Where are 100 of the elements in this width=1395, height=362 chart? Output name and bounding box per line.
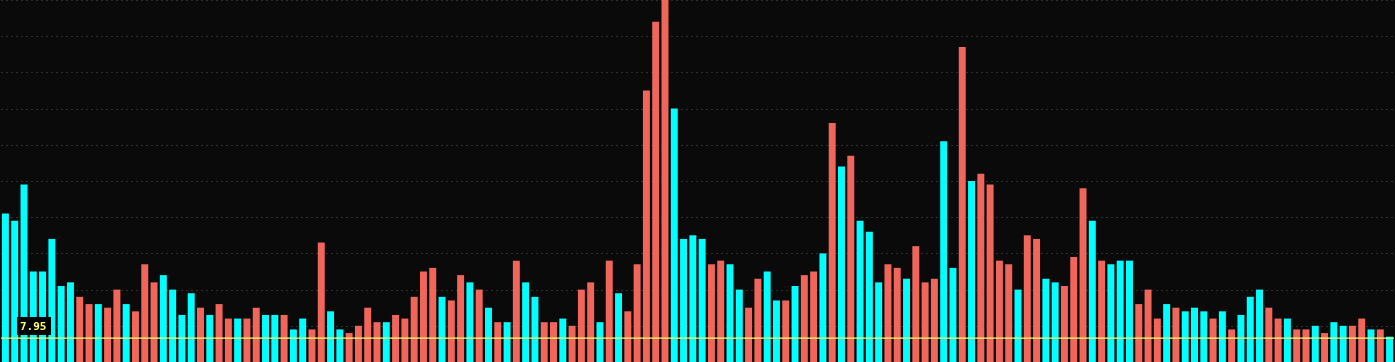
bar	[903, 278, 910, 362]
bar	[457, 275, 465, 362]
bar	[763, 271, 771, 362]
bar	[1060, 285, 1068, 362]
bar	[392, 314, 400, 362]
bar	[122, 304, 130, 362]
bar	[113, 289, 121, 362]
bar	[48, 238, 56, 362]
bar	[875, 282, 883, 362]
bar	[336, 329, 344, 362]
bar	[1311, 325, 1319, 362]
bar	[76, 296, 84, 362]
bar	[856, 220, 864, 362]
bar	[1079, 188, 1087, 362]
bar	[949, 267, 957, 362]
bar	[1348, 325, 1356, 362]
bar	[187, 293, 195, 362]
bar	[596, 322, 604, 362]
bar	[419, 271, 427, 362]
bar	[958, 47, 966, 362]
bar	[197, 307, 204, 362]
bar	[652, 21, 660, 362]
bar	[466, 282, 474, 362]
bar	[1256, 289, 1264, 362]
bar	[447, 300, 455, 362]
bar	[921, 282, 929, 362]
bar	[1033, 238, 1041, 362]
bar	[800, 275, 808, 362]
bar	[847, 155, 855, 362]
bar	[503, 322, 511, 362]
bar	[1358, 318, 1366, 362]
bar	[642, 90, 650, 362]
bar	[977, 173, 985, 362]
bar	[1265, 307, 1273, 362]
bar	[540, 322, 548, 362]
bar	[475, 289, 483, 362]
bar	[893, 267, 901, 362]
bar	[206, 314, 214, 362]
bar	[308, 329, 316, 362]
bar	[1051, 282, 1059, 362]
bar	[1181, 311, 1189, 362]
bar	[1191, 307, 1198, 362]
bar	[104, 307, 112, 362]
bar	[1237, 314, 1245, 362]
bar	[1172, 307, 1180, 362]
bar	[262, 314, 270, 362]
bar	[986, 184, 994, 362]
bar	[1070, 257, 1078, 362]
bar	[57, 285, 65, 362]
bar	[1321, 333, 1329, 362]
bar	[354, 325, 362, 362]
bar	[280, 314, 288, 362]
bar	[791, 285, 799, 362]
bar	[234, 318, 242, 362]
bar	[930, 278, 938, 362]
bar	[178, 314, 186, 362]
bar	[1098, 260, 1106, 362]
bar	[131, 311, 139, 362]
bar	[615, 293, 623, 362]
bar	[1163, 304, 1171, 362]
bar	[224, 318, 232, 362]
bar	[271, 314, 279, 362]
bar	[1339, 325, 1347, 362]
bar	[85, 304, 93, 362]
bar	[968, 181, 976, 362]
bar	[1274, 318, 1282, 362]
bar	[1144, 289, 1152, 362]
bar	[485, 307, 492, 362]
bar	[429, 267, 437, 362]
bar	[884, 264, 892, 362]
bar	[1200, 311, 1208, 362]
bar	[995, 260, 1003, 362]
bar	[550, 322, 557, 362]
bar	[717, 260, 725, 362]
bar	[689, 235, 697, 362]
bar	[680, 238, 688, 362]
bar	[299, 318, 307, 362]
bar	[819, 253, 827, 362]
bar	[289, 329, 297, 362]
bar	[568, 325, 576, 362]
bar	[670, 108, 678, 362]
bar	[912, 246, 920, 362]
bar	[1088, 220, 1096, 362]
bar	[577, 289, 585, 362]
bar	[1386, 336, 1394, 362]
bar	[327, 311, 335, 362]
bar	[810, 271, 818, 362]
bar	[1, 213, 9, 362]
bar	[754, 278, 762, 362]
bar	[735, 289, 743, 362]
bar	[494, 322, 502, 362]
bar	[382, 322, 390, 362]
bar	[410, 296, 418, 362]
bar	[1125, 260, 1133, 362]
bar	[1218, 311, 1226, 362]
bar	[169, 289, 177, 362]
bar	[438, 296, 446, 362]
bar	[215, 304, 223, 362]
bar	[1153, 318, 1161, 362]
bar	[838, 166, 845, 362]
